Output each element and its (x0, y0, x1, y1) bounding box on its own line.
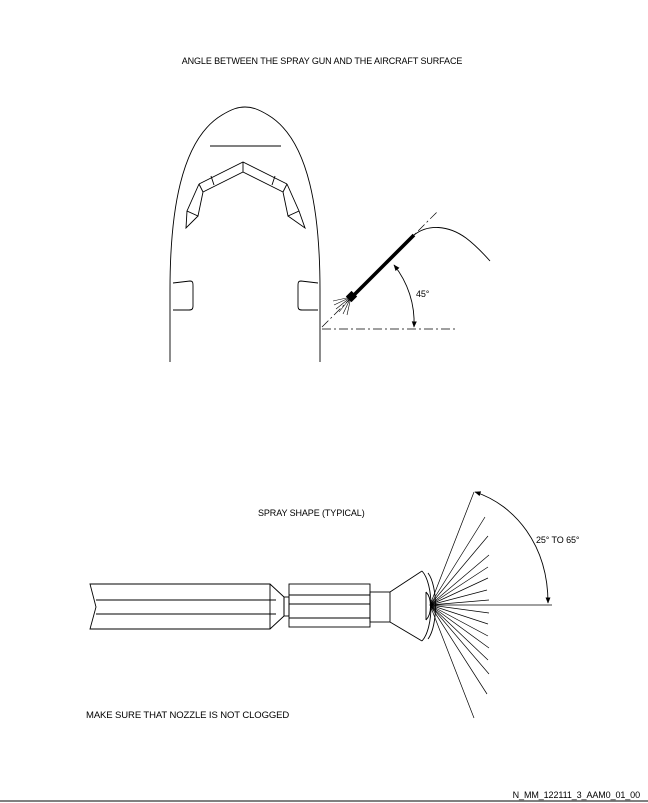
angle-45-label: 45° (416, 289, 430, 299)
figure-reference-code: N_MM_122111_3_AAM0_01_00 (512, 790, 640, 800)
title-spray-shape: SPRAY SHAPE (TYPICAL) (258, 508, 365, 518)
title-angle-between-gun-and-surface: ANGLE BETWEEN THE SPRAY GUN AND THE AIRC… (181, 56, 463, 66)
angle-reference (322, 264, 458, 330)
spray-angle-dimension (432, 491, 552, 606)
spray-gun-angled (321, 211, 491, 328)
aircraft-nose-outline (169, 106, 321, 362)
spray-gun-body (89, 570, 436, 642)
nozzle-note: MAKE SURE THAT NOZZLE IS NOT CLOGGED (86, 710, 290, 721)
spray-angle-range-label: 25° TO 65° (536, 535, 580, 545)
